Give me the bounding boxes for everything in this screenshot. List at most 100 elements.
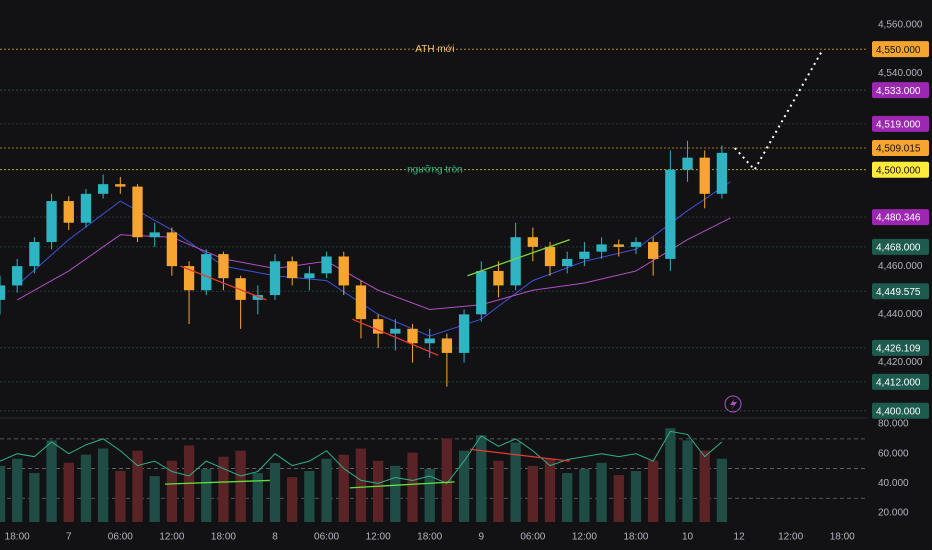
x-tick-label: 9: [478, 532, 484, 543]
osc-tick-label: 40.000: [878, 478, 909, 489]
candle-body: [201, 254, 212, 291]
y-tick-label: 4,560.000: [878, 20, 923, 31]
candle-body: [63, 201, 74, 223]
candle-body: [46, 201, 57, 243]
volume-bar: [562, 473, 573, 522]
level-badge: [872, 139, 929, 156]
osc-tick-label: 60.000: [878, 448, 909, 459]
y-tick-label: 4,440.000: [878, 309, 923, 320]
candle-body: [407, 328, 418, 344]
candle-body: [338, 256, 349, 286]
y-tick-label: 4,540.000: [878, 68, 923, 79]
candle-body: [613, 244, 624, 247]
level-label: 4,426.109: [876, 343, 921, 354]
candle-body: [544, 246, 556, 267]
volume-bar: [304, 471, 315, 522]
volume-bar: [458, 450, 470, 522]
candle-body: [80, 193, 92, 223]
candle-body: [218, 254, 229, 279]
level-label: 4,500.000: [876, 165, 921, 176]
volume-bar: [132, 450, 143, 522]
level-badge: [872, 161, 929, 178]
level-badge: [872, 41, 929, 58]
candle-body: [115, 184, 126, 187]
volume-bar: [665, 428, 676, 522]
candle-body: [441, 338, 453, 353]
volume-bar: [699, 450, 710, 522]
x-tick-label: 12:00: [572, 532, 597, 543]
volume-bar: [579, 468, 590, 522]
volume-bar: [321, 458, 332, 522]
candle-body: [321, 256, 332, 274]
candle-body: [166, 232, 178, 267]
alert-icon[interactable]: [724, 395, 742, 413]
y-tick-label: 4,460.000: [878, 261, 923, 272]
candle-body: [665, 169, 676, 259]
x-tick-label: 12:00: [159, 532, 184, 543]
x-tick-label: 18:00: [5, 532, 30, 543]
level-label: 4,400.000: [876, 406, 921, 417]
volume-bar: [252, 473, 263, 522]
x-tick-label: 12:00: [778, 532, 803, 543]
volume-bar: [29, 473, 40, 522]
candle-body: [630, 242, 642, 247]
osc-trendline: [349, 481, 455, 489]
candle-body: [596, 244, 607, 252]
volume-bar: [218, 456, 229, 522]
level-label: 4,533.000: [876, 86, 921, 97]
osc-tick-label: 80.000: [878, 419, 909, 430]
candle-body: [132, 186, 143, 238]
level-label: 4,412.000: [876, 377, 921, 388]
level-badge: [872, 339, 929, 356]
volume-bar: [338, 454, 349, 522]
candle-body: [355, 285, 367, 320]
volume-bar: [544, 458, 556, 522]
volume-bar: [63, 462, 74, 522]
x-tick-label: 18:00: [211, 532, 236, 543]
level-badge: [872, 373, 929, 390]
volume-bar: [390, 465, 401, 522]
candle-body: [149, 232, 160, 238]
volume-bar: [269, 462, 281, 522]
level-badge: [872, 115, 929, 132]
candle-body: [235, 278, 246, 300]
level-label: 4,519.000: [876, 120, 921, 131]
x-tick-label: 10: [682, 532, 694, 543]
candle-body: [510, 237, 521, 286]
volume-bar: [407, 452, 418, 522]
candle-body: [97, 184, 109, 194]
candle-body: [458, 314, 470, 353]
volume-bar: [441, 438, 453, 522]
volume-bar: [166, 460, 178, 522]
level-badge: [872, 402, 929, 419]
level-badge: [872, 283, 929, 300]
candle-body: [372, 319, 384, 334]
candle-body: [304, 273, 315, 279]
volume-bar: [510, 442, 521, 522]
alert-bolt: [730, 398, 737, 410]
candle-body: [29, 242, 40, 267]
candle-body: [716, 152, 728, 194]
volume-bar: [46, 440, 57, 522]
x-tick-label: 12: [734, 532, 746, 543]
level-label: 4,550.000: [876, 45, 921, 56]
trendline: [467, 239, 571, 277]
volume-bar: [287, 477, 298, 522]
volume-bar: [596, 462, 607, 522]
trendline: [180, 265, 267, 301]
candle-body: [183, 266, 195, 291]
x-tick-label: 18:00: [417, 532, 442, 543]
level-label: 4,480.346: [876, 213, 921, 224]
oscillator-line: [0, 430, 723, 485]
candle-body: [269, 261, 281, 296]
y-tick-label: 4,420.000: [878, 357, 923, 368]
candle-body: [0, 285, 6, 300]
level-label: 4,449.575: [876, 287, 921, 298]
trendline: [352, 318, 439, 356]
annotation: ngưỡng tròn: [407, 164, 463, 175]
volume-bar: [647, 460, 659, 522]
volume-bar: [12, 458, 23, 522]
candle-body: [252, 295, 263, 300]
candle-body: [390, 328, 401, 334]
